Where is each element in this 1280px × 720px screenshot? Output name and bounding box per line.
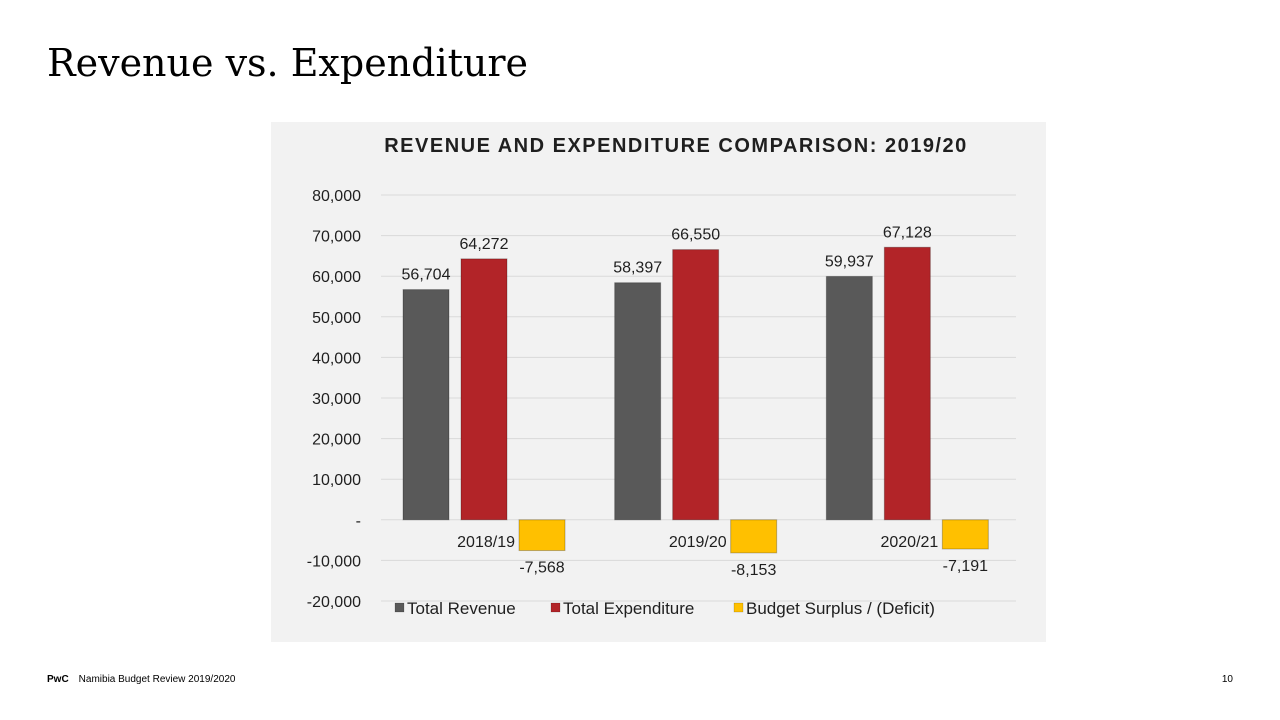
bar-total-expenditure bbox=[883, 246, 931, 521]
y-tick-label: 10,000 bbox=[312, 472, 361, 489]
data-label-budget-surplus: -8,153 bbox=[731, 562, 776, 579]
chart-title: REVENUE AND EXPENDITURE COMPARISON: 2019… bbox=[384, 135, 968, 157]
bar-total-expenditure bbox=[460, 258, 508, 521]
footer-text: Namibia Budget Review 2019/2020 bbox=[78, 674, 236, 685]
data-label-budget-surplus: -7,568 bbox=[519, 560, 564, 577]
data-label-total-revenue: 59,937 bbox=[825, 253, 874, 270]
y-tick-label: 70,000 bbox=[312, 229, 361, 246]
data-label-total-expenditure: 64,272 bbox=[460, 236, 509, 253]
data-label-total-revenue: 56,704 bbox=[402, 267, 451, 284]
bar-total-revenue bbox=[402, 289, 450, 521]
chart-container: -20,000 -10,000-10,000 20,000 30,000 40,000 5… bbox=[271, 122, 1046, 642]
bar-total-revenue bbox=[614, 282, 662, 521]
bar-total-expenditure bbox=[672, 249, 720, 521]
data-label-total-revenue: 58,397 bbox=[613, 260, 662, 277]
data-label-budget-surplus: -7,191 bbox=[943, 558, 988, 575]
data-label-total-expenditure: 66,550 bbox=[671, 227, 720, 244]
x-category-label: 2018/19 bbox=[457, 534, 515, 551]
x-category-label: 2019/20 bbox=[669, 534, 727, 551]
legend-swatch bbox=[733, 602, 744, 613]
y-tick-label: -20,000 bbox=[307, 594, 361, 611]
y-tick-label: 60,000 bbox=[312, 269, 361, 286]
data-label-total-expenditure: 67,128 bbox=[883, 224, 932, 241]
bar-budget-surplus bbox=[730, 519, 778, 554]
y-tick-label: 30,000 bbox=[312, 391, 361, 408]
legend-swatch bbox=[394, 602, 405, 613]
footer: PwC Namibia Budget Review 2019/2020 bbox=[47, 674, 235, 685]
x-category-label: 2020/21 bbox=[880, 534, 938, 551]
bar-total-revenue bbox=[825, 275, 873, 521]
y-tick-label: 50,000 bbox=[312, 310, 361, 327]
footer-brand: PwC bbox=[47, 674, 69, 685]
legend-item-budget-surplus: Budget Surplus / (Deficit) bbox=[746, 599, 935, 618]
bar-budget-surplus bbox=[518, 519, 566, 552]
chart-svg: -20,000-10,000-10,00020,00030,00040,0005… bbox=[307, 188, 1016, 618]
bar-budget-surplus bbox=[941, 519, 989, 550]
y-tick-label: 80,000 bbox=[312, 188, 361, 205]
legend-item-total-revenue: Total Revenue bbox=[407, 599, 516, 618]
y-tick-label: - bbox=[356, 513, 361, 530]
y-tick-label: -10,000 bbox=[307, 553, 361, 570]
y-tick-label: 20,000 bbox=[312, 432, 361, 449]
legend-swatch bbox=[550, 602, 561, 613]
page-number: 10 bbox=[1221, 674, 1233, 685]
slide-title: Revenue vs. Expenditure bbox=[47, 41, 529, 85]
y-tick-label: 40,000 bbox=[312, 350, 361, 367]
legend-item-total-expenditure: Total Expenditure bbox=[563, 599, 694, 618]
